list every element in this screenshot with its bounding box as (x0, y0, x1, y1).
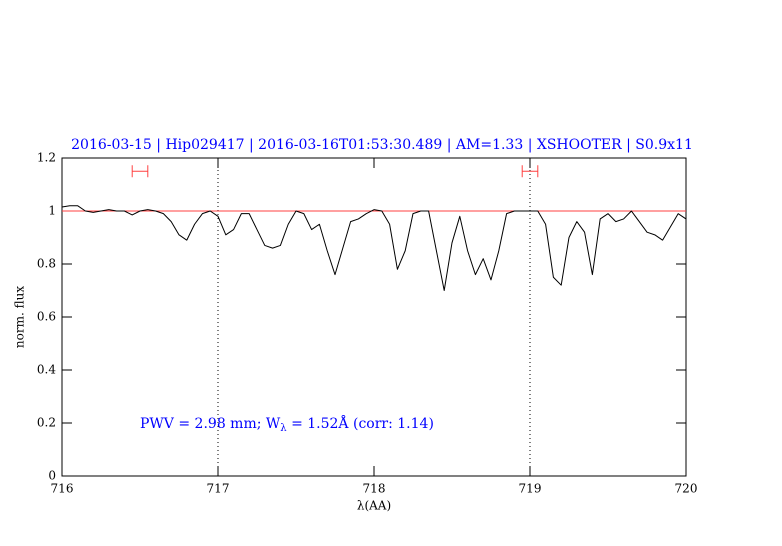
y-tick-label: 1.2 (37, 151, 56, 165)
x-axis-label: λ(AA) (357, 499, 391, 513)
x-tick-label: 718 (363, 482, 386, 496)
y-tick-label: 0.2 (37, 416, 56, 430)
annotation-text: = 1.52Å (corr: 1.14) (287, 414, 434, 432)
annotation-text: PWV = 2.98 mm; W (140, 416, 281, 432)
x-tick-label: 720 (675, 482, 698, 496)
x-tick-label: 717 (207, 482, 230, 496)
y-tick-label: 0.6 (37, 310, 56, 324)
x-tick-label: 716 (51, 482, 74, 496)
chart-title: 2016-03-15 | Hip029417 | 2016-03-16T01:5… (71, 137, 693, 153)
y-tick-label: 0.4 (37, 363, 56, 377)
y-tick-label: 1 (48, 204, 56, 218)
y-tick-label: 0 (48, 469, 56, 483)
annotation-subscript: λ (280, 423, 287, 434)
y-axis-label: norm. flux (13, 286, 27, 348)
spectrum-line (61, 205, 687, 291)
annotation: PWV = 2.98 mm; Wλ = 1.52Å (corr: 1.14) (140, 414, 434, 434)
x-tick-label: 719 (519, 482, 542, 496)
y-tick-label: 0.8 (37, 257, 56, 271)
